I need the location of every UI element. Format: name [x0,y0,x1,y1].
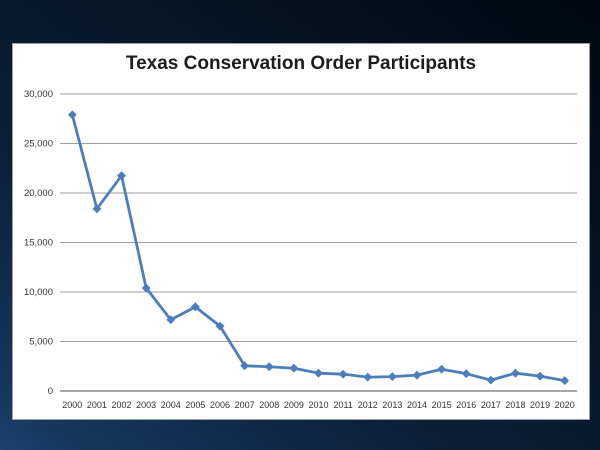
y-tick-label: 0 [48,386,53,397]
data-point-marker [313,368,324,378]
data-series [67,110,570,386]
x-tick-label: 2015 [432,400,452,410]
x-axis-labels: 2000 2001 2002 2003 2004 2005 2006 2007 2008 2009… [62,400,574,410]
data-point-marker [535,371,545,381]
line-chart: 0 5,000 10,000 15,000 20,000 25,000 30,000 2000… [24,89,577,410]
y-axis-labels: 0 5,000 10,000 15,000 20,000 25,000 30,000 [24,89,53,397]
y-tick-label: 15,000 [24,238,53,249]
data-point-marker [116,171,127,181]
data-point-marker [141,283,151,293]
x-tick-label: 2007 [235,400,255,410]
data-point-marker [486,375,496,385]
y-tick-label: 25,000 [24,139,53,150]
data-point-marker [510,368,521,378]
data-point-marker [67,110,77,120]
x-tick-label: 2011 [333,400,352,410]
data-point-marker [215,321,225,331]
x-tick-label: 2020 [555,400,575,410]
x-tick-label: 2012 [358,400,378,410]
x-tick-label: 2002 [112,400,132,410]
data-point-marker [338,369,348,379]
gridlines [60,93,577,392]
data-point-marker [437,364,447,374]
data-point-marker [289,363,299,373]
data-point-marker [92,204,102,214]
chart-title: Texas Conservation Order Participants [125,53,477,74]
x-tick-label: 2003 [136,400,156,410]
data-point-marker [560,376,570,386]
chart-panel: Texas Conservation Order Participants 0 5… [12,43,590,420]
data-point-marker [166,315,176,325]
series-line [70,113,567,383]
data-point-marker [240,361,250,371]
x-tick-label: 2019 [530,400,550,410]
x-tick-label: 2008 [259,400,279,410]
x-tick-label: 2016 [456,400,476,410]
y-tick-label: 20,000 [24,188,53,199]
x-tick-label: 2004 [161,400,181,410]
x-tick-label: 2010 [308,400,328,410]
y-tick-label: 5,000 [29,337,53,348]
x-tick-label: 2001 [87,400,107,410]
x-tick-label: 2006 [210,400,230,410]
data-point-marker [363,372,373,382]
y-tick-label: 10,000 [24,287,53,298]
x-tick-label: 2005 [185,400,205,410]
x-tick-label: 2000 [62,400,82,410]
x-tick-label: 2017 [481,400,501,410]
data-point-marker [461,369,471,379]
data-point-marker [264,362,274,372]
data-point-marker [412,370,422,380]
x-tick-label: 2013 [382,400,402,410]
data-point-marker [387,372,397,382]
x-tick-label: 2018 [505,400,525,410]
y-tick-label: 30,000 [24,89,53,100]
x-tick-label: 2014 [407,400,427,410]
data-point-marker [190,302,200,312]
x-tick-label: 2009 [284,400,304,410]
